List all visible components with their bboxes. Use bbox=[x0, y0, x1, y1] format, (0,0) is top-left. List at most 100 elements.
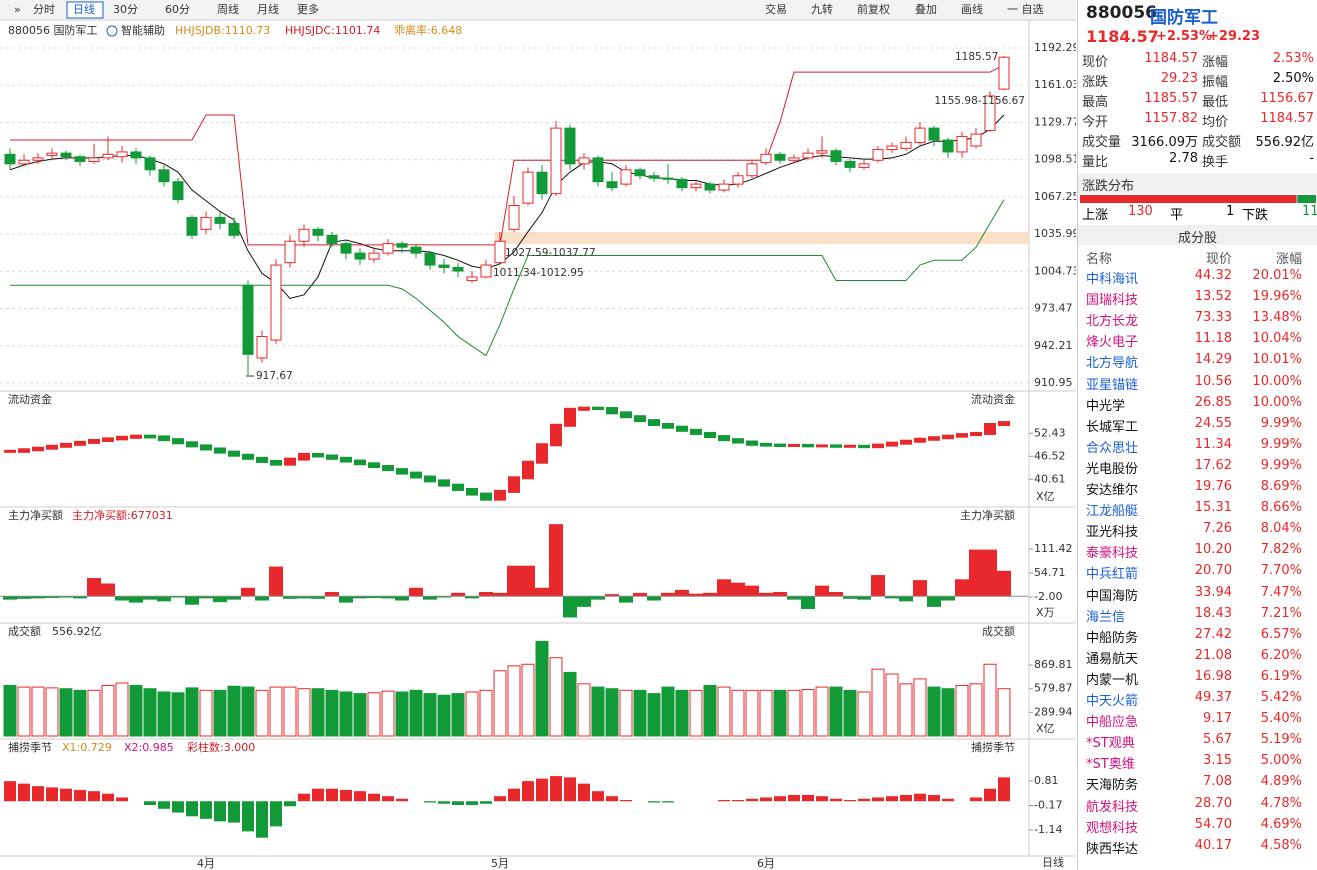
assist-icon[interactable] bbox=[106, 25, 118, 37]
stock-name[interactable]: 亚光科技 bbox=[1086, 525, 1139, 541]
stock-name[interactable]: 光电股份 bbox=[1086, 461, 1139, 477]
stock-name[interactable]: 中科海讯 bbox=[1086, 272, 1139, 287]
candle-body bbox=[564, 127, 576, 165]
panel-title: 捕捞季节 bbox=[971, 740, 1015, 754]
flow-bar bbox=[522, 460, 534, 480]
toolbar-button[interactable]: 更多 bbox=[297, 2, 319, 16]
season-bar bbox=[970, 797, 982, 802]
candle-body bbox=[340, 243, 352, 254]
stock-name[interactable]: 陕西华达 bbox=[1086, 841, 1139, 857]
stock-name[interactable]: 中国海防 bbox=[1086, 588, 1139, 604]
toolbar-button[interactable]: 叠加 bbox=[915, 3, 937, 16]
candle-body bbox=[676, 178, 688, 189]
toolbar-button[interactable]: 前复权 bbox=[857, 2, 890, 16]
col-header: 涨幅 bbox=[1275, 252, 1302, 267]
pct-change: +2.53% bbox=[1156, 29, 1212, 44]
season-bar bbox=[536, 778, 548, 802]
toolbar-button[interactable]: 周线 bbox=[217, 2, 239, 16]
volume-bar bbox=[409, 689, 423, 737]
stock-name[interactable]: 国瑞科技 bbox=[1086, 293, 1139, 309]
season-bar bbox=[606, 796, 618, 802]
stock-name[interactable]: 中兵红箭 bbox=[1086, 567, 1139, 583]
candle-body bbox=[326, 234, 338, 245]
stock-name[interactable]: 北方长龙 bbox=[1086, 314, 1139, 330]
stock-name[interactable]: 天海防务 bbox=[1086, 778, 1139, 794]
season-bar bbox=[788, 794, 800, 802]
netbuy-bar bbox=[689, 593, 703, 597]
assist-label[interactable]: 智能辅助 bbox=[121, 23, 165, 37]
indicator-label: HHJSJDC:1101.74 bbox=[285, 24, 380, 37]
netbuy-bar bbox=[647, 596, 661, 601]
candle-body bbox=[396, 243, 408, 248]
stock-name[interactable]: 中光学 bbox=[1086, 398, 1126, 414]
stock-name[interactable]: 通易航天 bbox=[1086, 651, 1139, 667]
stock-name[interactable]: 长城军工 bbox=[1086, 419, 1139, 435]
toolbar-button[interactable]: 60分 bbox=[165, 3, 190, 16]
candle-body bbox=[32, 157, 44, 161]
netbuy-bar bbox=[101, 583, 115, 597]
season-bar bbox=[760, 797, 772, 802]
stock-name[interactable]: 安达维尔 bbox=[1086, 483, 1139, 498]
stock-name[interactable]: 内蒙一机 bbox=[1086, 672, 1139, 688]
season-bar bbox=[466, 801, 478, 806]
stock-name[interactable]: 海兰信 bbox=[1086, 609, 1126, 625]
flow-bar bbox=[354, 459, 366, 466]
stock-name[interactable]: 亚星锚链 bbox=[1086, 377, 1139, 393]
volume-bar bbox=[157, 691, 171, 737]
stock-name[interactable]: 合众思壮 bbox=[1086, 440, 1139, 456]
stock-name[interactable]: 观想科技 bbox=[1086, 820, 1139, 836]
candle-body bbox=[872, 149, 884, 161]
stock-price: 3.15 bbox=[1203, 753, 1232, 769]
stat-label: 最低 bbox=[1202, 95, 1229, 110]
y-tick-label: 910.95 bbox=[1034, 376, 1073, 389]
stock-name[interactable]: 航发科技 bbox=[1086, 799, 1139, 815]
stock-price: 11.18 bbox=[1194, 331, 1232, 347]
y-tick-label: 1098.51 bbox=[1034, 153, 1076, 166]
breadth-flat bbox=[1296, 195, 1298, 203]
candle-body bbox=[4, 153, 16, 165]
flow-bar bbox=[466, 487, 478, 496]
candle-body bbox=[312, 228, 324, 236]
toolbar-button[interactable]: 交易 bbox=[765, 2, 787, 16]
flow-bar bbox=[228, 450, 240, 457]
stock-name[interactable]: *ST奥维 bbox=[1086, 757, 1135, 773]
toolbar-button[interactable]: 九转 bbox=[811, 2, 833, 16]
stat-label: 均价 bbox=[1202, 115, 1229, 130]
stock-price: 10.56 bbox=[1194, 373, 1232, 389]
netbuy-bar bbox=[745, 585, 759, 597]
stat-label: 振幅 bbox=[1202, 75, 1229, 90]
stock-name[interactable]: *ST观典 bbox=[1086, 736, 1135, 752]
flow-bar bbox=[312, 452, 324, 458]
toolbar-button[interactable]: 月线 bbox=[257, 2, 279, 16]
indicator-line bbox=[10, 64, 1005, 246]
stat-label: 涨幅 bbox=[1202, 55, 1229, 70]
stat-label: 成交额 bbox=[1202, 135, 1242, 150]
toolbar-button[interactable]: 日线 bbox=[73, 2, 95, 16]
y-tick-label: -1.14 bbox=[1034, 823, 1062, 836]
toolbar-button[interactable]: 画线 bbox=[961, 2, 983, 16]
netbuy-bar bbox=[297, 596, 311, 599]
stat-label: 换手 bbox=[1202, 155, 1229, 170]
y-tick-label: 1067.25 bbox=[1034, 190, 1076, 203]
stock-name[interactable]: 中船应急 bbox=[1086, 715, 1139, 731]
netbuy-bar bbox=[871, 575, 885, 597]
candle-body bbox=[578, 157, 590, 165]
toolbar-button[interactable]: 一 自选 bbox=[1007, 3, 1044, 16]
y-tick-label: 973.47 bbox=[1034, 302, 1073, 315]
toolbar-button[interactable]: 分时 bbox=[33, 3, 55, 16]
volume-bar bbox=[59, 688, 73, 737]
stock-name[interactable]: 烽火电子 bbox=[1086, 335, 1139, 351]
candle-body bbox=[592, 157, 604, 183]
collapse-icon[interactable]: » bbox=[14, 3, 21, 16]
quote-panel: 880056 国防军工 1184.57 +2.53% +29.23 现价 1184.57 涨幅… bbox=[1077, 0, 1317, 870]
section-title: 涨跌分布 bbox=[1082, 179, 1135, 194]
toolbar-button[interactable]: 30分 bbox=[113, 3, 138, 16]
panel-title: 成交额 bbox=[982, 624, 1015, 638]
stock-name[interactable]: 中船防务 bbox=[1086, 630, 1139, 646]
flow-bar bbox=[648, 419, 660, 426]
stock-name[interactable]: 泰豪科技 bbox=[1086, 546, 1139, 562]
stock-name[interactable]: 江龙船艇 bbox=[1086, 504, 1139, 520]
stock-name[interactable]: 北方导航 bbox=[1086, 356, 1139, 372]
stock-name[interactable]: 中天火箭 bbox=[1086, 694, 1139, 709]
volume-bar bbox=[73, 689, 87, 737]
